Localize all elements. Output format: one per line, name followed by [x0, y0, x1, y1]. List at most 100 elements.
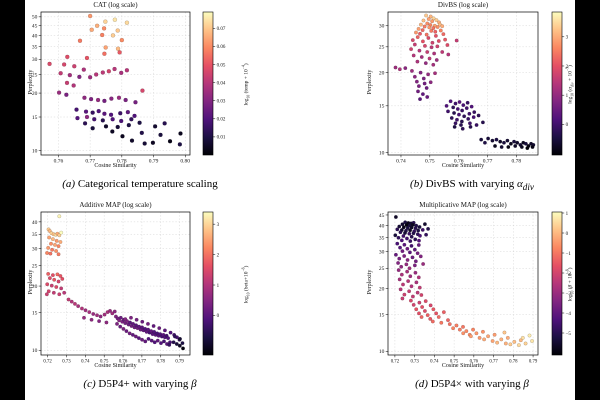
data-point [57, 233, 62, 238]
data-point [508, 141, 513, 146]
data-point [451, 326, 456, 331]
data-point [146, 321, 150, 326]
data-point [103, 19, 108, 24]
data-point [152, 329, 157, 334]
data-point [118, 111, 123, 116]
data-point [428, 14, 433, 19]
data-point [474, 123, 479, 127]
svg-text:−1: −1 [566, 252, 572, 257]
data-point [520, 335, 525, 340]
data-point [54, 238, 59, 243]
data-point [409, 234, 414, 239]
data-point [423, 299, 428, 303]
data-point [110, 311, 115, 316]
data-point [81, 67, 86, 72]
data-point [88, 96, 94, 102]
data-point [414, 307, 419, 312]
data-point [430, 40, 435, 45]
x-axis-label: Cosine Similarity [441, 163, 485, 169]
data-point [168, 330, 173, 335]
data-point [413, 226, 418, 231]
data-point [123, 317, 128, 321]
data-point [410, 294, 415, 299]
data-point [60, 277, 65, 281]
data-point [89, 317, 94, 322]
svg-text:0.79: 0.79 [529, 360, 538, 365]
data-point [407, 289, 412, 294]
data-point [416, 275, 421, 280]
plot-title: CAT (log scale) [93, 1, 138, 9]
svg-text:0.77: 0.77 [483, 159, 493, 165]
svg-text:10: 10 [32, 348, 38, 354]
data-point [129, 138, 135, 143]
data-point [422, 81, 427, 86]
data-point [399, 264, 404, 269]
data-point [56, 252, 61, 257]
data-point [431, 307, 436, 312]
data-point [433, 33, 438, 38]
data-point [87, 13, 93, 19]
data-point [411, 231, 416, 236]
svg-text:0.05: 0.05 [217, 63, 226, 68]
data-point [56, 279, 61, 284]
data-point [131, 321, 135, 326]
svg-text:25: 25 [379, 45, 385, 51]
data-point [393, 215, 398, 219]
data-point [410, 68, 414, 73]
data-point [452, 111, 456, 115]
data-point [432, 51, 437, 56]
svg-text:0.74: 0.74 [396, 159, 406, 165]
data-point [413, 259, 418, 264]
data-point [75, 115, 80, 121]
data-point [136, 336, 141, 341]
data-point [439, 320, 444, 325]
data-point [400, 222, 405, 227]
data-point [108, 112, 114, 117]
data-point [461, 103, 466, 107]
svg-text:0.04: 0.04 [217, 81, 226, 86]
data-point [89, 27, 94, 32]
axis-ticks: 0.72 0.73 0.74 0.75 0.76 0.77 0.78 0.79 10 15 20 25… [379, 213, 538, 365]
data-point [447, 322, 452, 326]
data-point [525, 146, 530, 151]
data-point [124, 20, 130, 25]
data-point [480, 120, 485, 125]
svg-text:0.76: 0.76 [119, 360, 128, 365]
data-point [82, 95, 87, 100]
data-point [76, 304, 81, 309]
data-point [118, 315, 123, 320]
svg-text:20: 20 [32, 284, 38, 290]
data-point [117, 318, 121, 323]
data-point [417, 300, 422, 305]
svg-text:0.78: 0.78 [512, 159, 522, 165]
data-point [140, 88, 145, 93]
svg-text:15: 15 [32, 311, 38, 317]
grid [41, 212, 190, 355]
data-point [461, 324, 465, 329]
data-point [71, 83, 76, 88]
data-point [177, 142, 183, 147]
data-point [116, 95, 122, 100]
data-point [505, 138, 510, 143]
figure-panel: 0.76 0.77 0.78 0.79 0.80 10 15 20 25 30 35 40 45 50 0.… [25, 0, 575, 400]
data-point [110, 129, 115, 134]
data-point [406, 279, 411, 283]
data-point [91, 312, 96, 316]
data-point [407, 231, 412, 236]
data-point [120, 134, 125, 139]
svg-text:0.74: 0.74 [81, 360, 90, 365]
data-point [523, 141, 528, 146]
data-point [440, 24, 445, 29]
data-point [95, 313, 99, 318]
data-point [426, 72, 431, 77]
svg-text:0.76: 0.76 [470, 360, 479, 365]
svg-text:0.74: 0.74 [430, 360, 439, 365]
data-point [72, 64, 77, 69]
data-point [124, 68, 130, 73]
data-point [80, 306, 84, 311]
svg-text:1: 1 [217, 284, 220, 289]
data-point [451, 105, 456, 110]
data-point [129, 117, 134, 122]
svg-text:15: 15 [379, 104, 385, 110]
data-point [119, 70, 124, 76]
